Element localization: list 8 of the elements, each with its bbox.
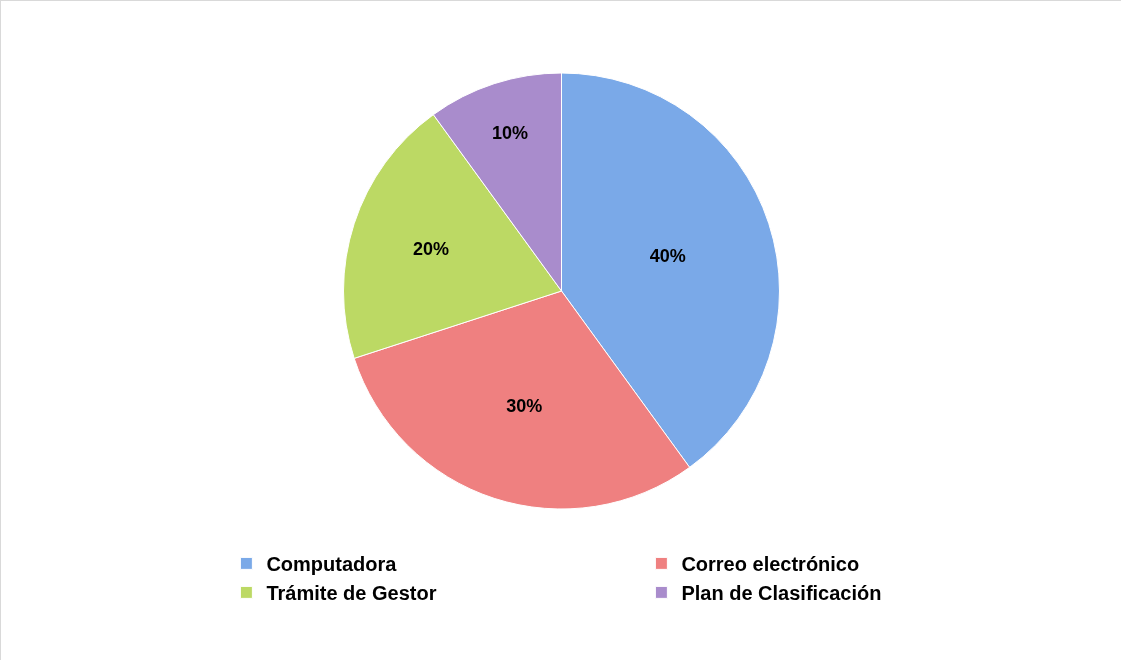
data-label: 20% xyxy=(412,238,449,259)
legend-label: Trámite de Gestor xyxy=(266,582,437,605)
data-label: 40% xyxy=(649,246,686,267)
data-label: 10% xyxy=(492,122,529,143)
legend-label: Plan de Clasificación xyxy=(681,582,882,605)
legend-label: Computadora xyxy=(266,553,398,576)
data-label: 30% xyxy=(506,395,543,416)
legend-label: Correo electrónico xyxy=(681,553,860,576)
